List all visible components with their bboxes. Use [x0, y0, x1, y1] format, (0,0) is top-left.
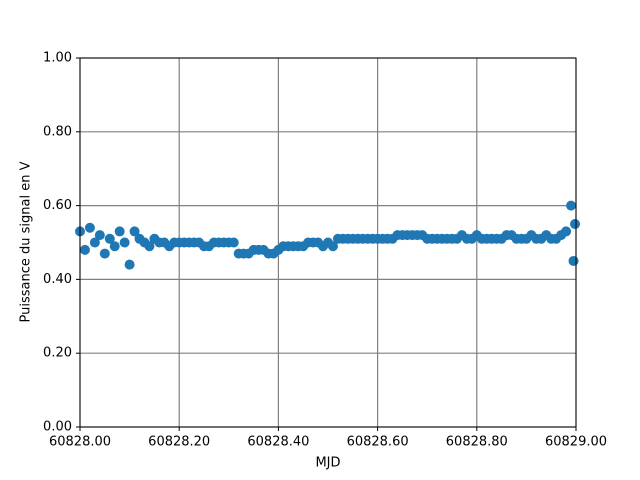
y-tick-label: 0.40	[43, 272, 72, 287]
data-point	[109, 241, 120, 252]
x-tick-label: 60828.80	[446, 435, 508, 450]
data-point	[114, 226, 125, 237]
data-point	[570, 219, 581, 230]
data-point	[84, 222, 95, 233]
data-point	[129, 226, 140, 237]
data-point	[568, 255, 579, 266]
data-point	[104, 233, 115, 244]
data-point	[228, 237, 239, 248]
y-tick-label: 1.00	[43, 51, 72, 66]
data-point	[566, 200, 577, 211]
data-point	[94, 230, 105, 241]
y-axis-label: Puissance du signal en V	[19, 161, 34, 322]
data-point	[99, 248, 110, 259]
x-axis-label: MJD	[315, 456, 340, 471]
data-point	[144, 241, 155, 252]
y-tick-label: 0.20	[43, 346, 72, 361]
data-point	[119, 237, 130, 248]
x-tick-label: 60828.60	[347, 435, 409, 450]
data-point	[561, 226, 572, 237]
y-tick-label: 0.60	[43, 198, 72, 213]
x-tick-label: 60829.00	[545, 435, 607, 450]
data-point	[327, 241, 338, 252]
x-tick-label: 60828.00	[49, 435, 111, 450]
data-point	[89, 237, 100, 248]
y-tick-label: 0.80	[43, 124, 72, 139]
data-point	[124, 259, 135, 270]
y-tick-label: 0.00	[43, 420, 72, 435]
data-point	[79, 244, 90, 255]
x-tick-label: 60828.40	[247, 435, 309, 450]
axes-frame	[79, 57, 577, 428]
x-tick-label: 60828.20	[148, 435, 210, 450]
